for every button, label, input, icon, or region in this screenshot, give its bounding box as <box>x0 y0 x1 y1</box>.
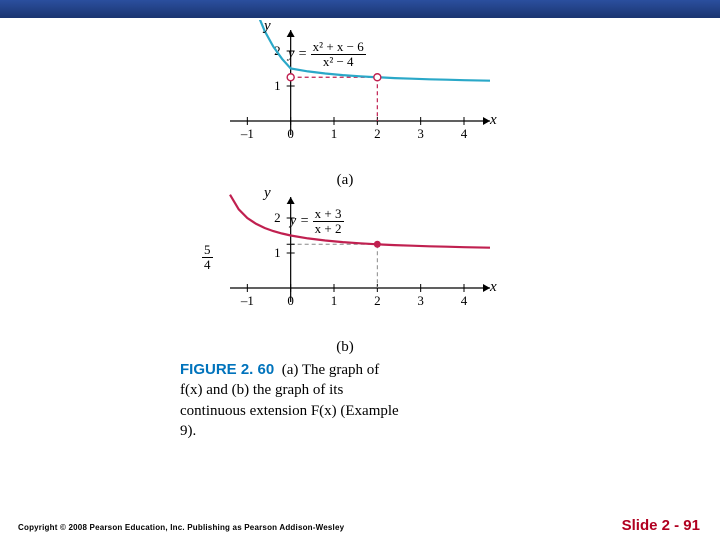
svg-text:1: 1 <box>331 293 338 308</box>
figure-caption: FIGURE 2. 60 (a) The graph of f(x) and (… <box>180 360 400 441</box>
svg-text:3: 3 <box>417 126 424 141</box>
eq-a-fraction: x² + x − 6x² − 4 <box>311 40 366 68</box>
svg-text:2: 2 <box>374 293 381 308</box>
svg-text:1: 1 <box>331 126 338 141</box>
copyright-footer: Copyright © 2008 Pearson Education, Inc.… <box>18 523 344 532</box>
equation-b: y = x + 3x + 2 <box>290 207 344 235</box>
svg-text:1: 1 <box>274 245 281 260</box>
figure-block: –10123412 y x y = x² + x − 6x² − 4 (a) –… <box>180 20 520 441</box>
svg-text:–1: –1 <box>240 293 254 308</box>
svg-text:3: 3 <box>417 293 424 308</box>
side-frac-num: 5 <box>202 243 213 258</box>
slide-top-bar <box>0 0 720 18</box>
eq-b-fraction: x + 3x + 2 <box>313 207 344 235</box>
caption-b: (b) <box>180 339 510 356</box>
chart-a: –10123412 y x y = x² + x − 6x² − 4 (a) <box>180 20 510 185</box>
eq-b-num: x + 3 <box>313 207 344 222</box>
svg-text:4: 4 <box>461 293 468 308</box>
chart-b: –10123412 y x y = x + 3x + 2 54 (b) <box>180 187 510 352</box>
eq-a-prefix: y = <box>288 46 311 61</box>
chart-b-svg: –1 0 1 2 3 4 1 2 <box>180 187 510 337</box>
figure-head: FIGURE 2. 60 <box>180 361 274 378</box>
svg-text:–1: –1 <box>240 126 254 141</box>
side-frac-den: 4 <box>202 258 213 272</box>
slide-body: –10123412 y x y = x² + x − 6x² − 4 (a) –… <box>0 18 720 540</box>
eq-b-prefix: y = <box>290 213 313 228</box>
y-axis-label-a: y <box>264 18 271 35</box>
svg-text:1: 1 <box>274 78 281 93</box>
slide-number: Slide 2 - 91 <box>622 517 700 534</box>
eq-a-den: x² − 4 <box>311 55 366 69</box>
x-axis-label-a: x <box>490 112 497 129</box>
svg-text:4: 4 <box>461 126 468 141</box>
eq-b-den: x + 2 <box>313 222 344 236</box>
svg-text:0: 0 <box>287 126 294 141</box>
side-fraction-b: 54 <box>202 243 213 271</box>
svg-text:2: 2 <box>274 210 281 225</box>
y-axis-label-b: y <box>264 185 271 202</box>
eq-a-num: x² + x − 6 <box>311 40 366 55</box>
equation-a: y = x² + x − 6x² − 4 <box>288 40 366 68</box>
svg-text:0: 0 <box>287 293 294 308</box>
x-axis-label-b: x <box>490 279 497 296</box>
svg-text:2: 2 <box>374 126 381 141</box>
